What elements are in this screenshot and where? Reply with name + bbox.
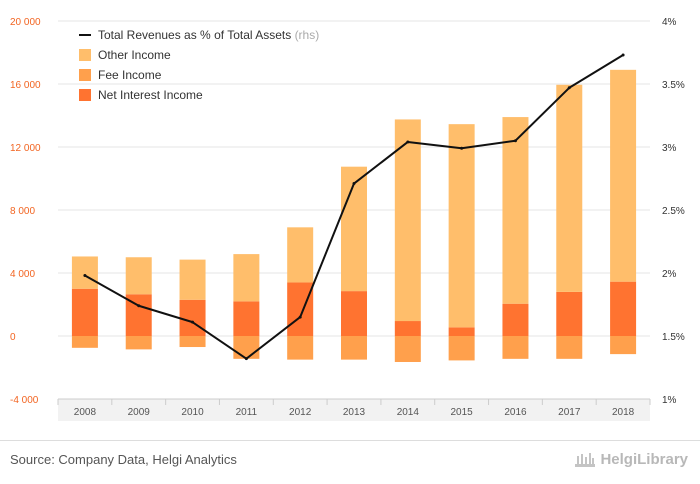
legend-swatch [79,69,91,81]
total-revenues-point [191,320,195,324]
legend-swatch [79,49,91,61]
net-interest-income-bar [610,281,637,336]
legend-label: Fee Income [98,68,162,82]
total-revenues-point [621,53,625,57]
x-tick-label: 2009 [128,407,151,418]
logo-text: HelgiLibrary [600,450,688,468]
total-revenues-point [513,139,517,143]
fee-income-bar [125,336,152,350]
other-income-bar [179,259,206,300]
x-tick-label: 2012 [289,407,312,418]
x-tick-label: 2015 [451,407,474,418]
y-right-tick-label: 3% [662,143,677,154]
y-left-tick-label: -4 000 [10,395,39,406]
y-right-tick-label: 4% [662,17,677,28]
y-left-tick-label: 4 000 [10,269,35,280]
x-tick-label: 2013 [343,407,366,418]
helgi-library-logo[interactable]: HelgiLibrary [574,450,688,468]
fee-income-bar [287,336,314,360]
x-tick-label: 2017 [558,407,581,418]
chart: -4 000 0 4 000 8 000 12 000 16 000 20 000 1% 1.5… [10,17,685,421]
total-revenues-point [83,274,87,278]
x-tick-label: 2011 [236,407,258,418]
total-revenues-point [137,304,141,308]
net-interest-income-bar [71,288,98,336]
y-left-tick-label: 12 000 [10,143,41,154]
other-income-bar [556,84,583,292]
x-tick-label: 2014 [397,407,420,418]
fee-income-bar [448,336,475,361]
other-income-bar [394,119,421,322]
total-revenues-point [567,86,571,90]
net-interest-income-bar [448,327,475,336]
other-income-bar [341,166,367,292]
other-income-bar [233,254,260,302]
total-revenues-point [460,146,464,150]
net-interest-income-bar [233,301,260,336]
other-income-bar [502,117,529,304]
y-right-tick-label: 1.5% [662,332,685,343]
source-note: Source: Company Data, Helgi Analytics [10,452,237,467]
y-right-tick-label: 2% [662,269,677,280]
y-left-tick-label: 0 [10,332,16,343]
y-right-tick-label: 2.5% [662,206,685,217]
total-revenues-point [352,182,356,186]
y-right-tick-label: 3.5% [662,80,685,91]
y-right-tick-label: 1% [662,395,677,406]
net-interest-income-bar [179,299,206,336]
net-interest-income-bar [287,282,314,336]
fee-income-bar [556,336,583,359]
net-interest-income-bar [502,303,529,336]
net-interest-income-bar [341,291,367,336]
y-left-tick-label: 20 000 [10,17,41,28]
y-left-tick-label: 16 000 [10,80,41,91]
total-revenues-point [244,357,248,361]
fee-income-bar [71,336,98,348]
x-tick-label: 2016 [504,407,527,418]
total-revenues-point [406,140,410,144]
x-tick-label: 2018 [612,407,635,418]
net-interest-income-bar [556,291,583,336]
other-income-bar [287,227,314,283]
legend-label-total-revenues: Total Revenues as % of Total Assets (rhs… [98,28,319,42]
legend-label: Other Income [98,48,171,62]
footer: Source: Company Data, Helgi Analytics He… [0,440,700,484]
library-building-icon [575,453,596,467]
x-tick-label: 2008 [74,407,97,418]
x-tick-label: 2010 [181,407,204,418]
net-interest-income-bar [394,321,421,336]
total-revenues-point [298,315,302,319]
other-income-bar [125,257,152,295]
fee-income-bar [502,336,529,359]
other-income-bar [71,256,98,289]
fee-income-bar [394,336,421,362]
other-income-bar [448,124,475,328]
legend-label: Net Interest Income [98,88,203,102]
fee-income-bar [233,336,260,359]
legend-swatch [79,89,91,101]
x-axis-band [58,399,650,421]
fee-income-bar [341,336,367,360]
legend-rhs-note: (rhs) [295,28,320,42]
fee-income-bar [179,336,206,348]
y-left-tick-label: 8 000 [10,206,35,217]
fee-income-bar [610,336,637,355]
other-income-bar [610,69,637,282]
